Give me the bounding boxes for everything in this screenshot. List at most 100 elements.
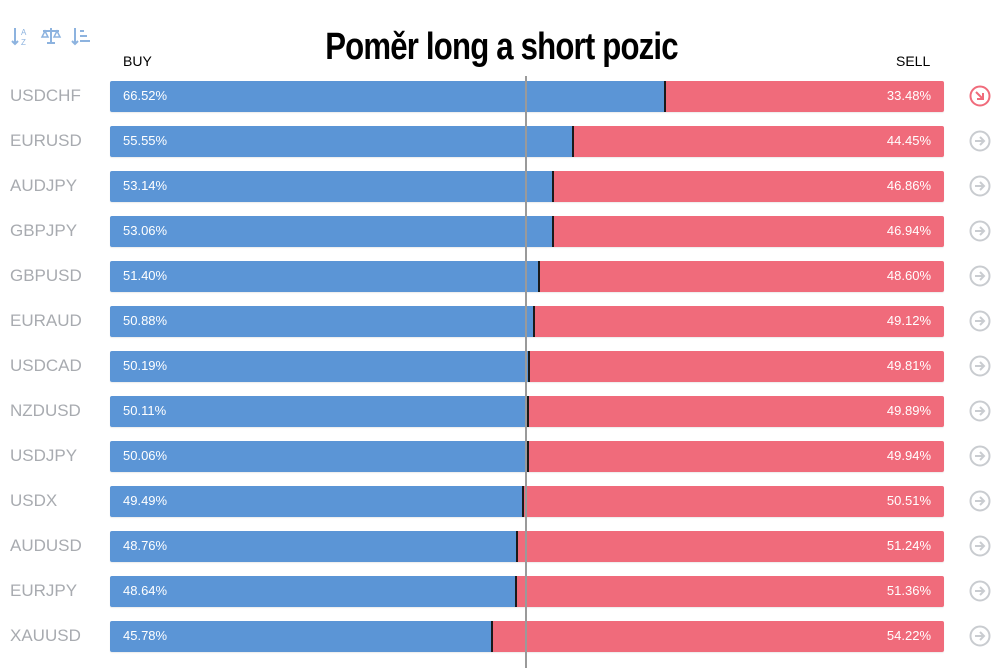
segment-divider	[528, 351, 530, 382]
pair-name: USDJPY	[10, 446, 78, 465]
toolbar: A Z	[10, 24, 92, 48]
segment-divider	[533, 306, 535, 337]
pair-name: NZDUSD	[10, 401, 81, 420]
buy-segment	[110, 351, 528, 382]
arrow-right-icon[interactable]	[969, 580, 991, 602]
arrow-right-icon[interactable]	[969, 355, 991, 377]
buy-percent: 49.49%	[123, 493, 168, 508]
pair-name: XAUUSD	[10, 626, 81, 645]
arrow-right-icon[interactable]	[969, 490, 991, 512]
segment-divider	[527, 441, 529, 472]
segment-divider	[515, 576, 517, 607]
sell-segment	[574, 126, 944, 157]
arrow-down-right-icon[interactable]	[969, 85, 991, 107]
ratio-bar	[110, 126, 944, 157]
table-row[interactable]: GBPUSD 51.40% 48.60%	[0, 257, 1003, 302]
table-row[interactable]: XAUUSD 45.78% 54.22%	[0, 617, 1003, 662]
arrow-right-icon[interactable]	[969, 265, 991, 287]
svg-text:A: A	[21, 28, 27, 37]
pair-name: USDX	[10, 491, 58, 510]
table-row[interactable]: USDJPY 50.06% 49.94%	[0, 437, 1003, 482]
segment-divider	[572, 126, 574, 157]
sell-percent: 46.94%	[886, 223, 931, 238]
buy-percent: 48.64%	[123, 583, 168, 598]
sell-percent: 51.36%	[886, 583, 931, 598]
arrow-right-icon[interactable]	[969, 175, 991, 197]
sell-percent: 50.51%	[886, 493, 931, 508]
table-row[interactable]: GBPJPY 53.06% 46.94%	[0, 212, 1003, 257]
ratio-bar	[110, 81, 944, 112]
sell-segment	[535, 306, 944, 337]
segment-divider	[664, 81, 666, 112]
balance-icon[interactable]	[40, 24, 62, 48]
buy-segment	[110, 441, 527, 472]
arrow-right-icon[interactable]	[969, 220, 991, 242]
ratio-bar	[110, 351, 944, 382]
pair-name: AUDUSD	[10, 536, 82, 555]
table-row[interactable]: AUDJPY 53.14% 46.86%	[0, 167, 1003, 212]
buy-segment	[110, 531, 516, 562]
sell-column-label: SELL	[896, 53, 931, 69]
sell-segment	[517, 576, 944, 607]
pair-name: AUDJPY	[10, 176, 78, 195]
sell-percent: 44.45%	[886, 133, 931, 148]
buy-percent: 45.78%	[123, 628, 168, 643]
segment-divider	[527, 396, 529, 427]
sell-percent: 49.94%	[886, 448, 931, 463]
ratio-bar	[110, 396, 944, 427]
segment-divider	[522, 486, 524, 517]
sell-percent: 46.86%	[886, 178, 931, 193]
buy-segment	[110, 261, 538, 292]
arrow-right-icon[interactable]	[969, 625, 991, 647]
sort-alpha-icon[interactable]: A Z	[10, 24, 32, 48]
sell-percent: 49.12%	[886, 313, 931, 328]
table-row[interactable]: USDX 49.49% 50.51%	[0, 482, 1003, 527]
buy-percent: 50.19%	[123, 358, 168, 373]
buy-percent: 50.88%	[123, 313, 168, 328]
arrow-right-icon[interactable]	[969, 445, 991, 467]
ratio-bar	[110, 441, 944, 472]
page-title: Poměr long a short pozic	[325, 26, 678, 68]
sell-percent: 48.60%	[886, 268, 931, 283]
buy-segment	[110, 396, 527, 427]
table-row[interactable]: NZDUSD 50.11% 49.89%	[0, 392, 1003, 437]
arrow-right-icon[interactable]	[969, 400, 991, 422]
ratio-bar	[110, 306, 944, 337]
arrow-right-icon[interactable]	[969, 130, 991, 152]
table-row[interactable]: EURAUD 50.88% 49.12%	[0, 302, 1003, 347]
svg-text:Z: Z	[21, 38, 26, 47]
sell-segment	[540, 261, 944, 292]
buy-percent: 51.40%	[123, 268, 168, 283]
buy-segment	[110, 576, 515, 607]
table-row[interactable]: AUDUSD 48.76% 51.24%	[0, 527, 1003, 572]
arrow-right-icon[interactable]	[969, 535, 991, 557]
sell-segment	[493, 621, 944, 652]
buy-segment	[110, 126, 572, 157]
sell-percent: 51.24%	[886, 538, 931, 553]
ratio-bar	[110, 621, 944, 652]
buy-segment	[110, 81, 664, 112]
pair-name: GBPJPY	[10, 221, 78, 240]
table-row[interactable]: EURJPY 48.64% 51.36%	[0, 572, 1003, 617]
sell-segment	[524, 486, 944, 517]
pair-name: USDCHF	[10, 86, 81, 105]
ratio-bar	[110, 261, 944, 292]
arrow-right-icon[interactable]	[969, 310, 991, 332]
sell-segment	[554, 216, 944, 247]
sell-segment	[554, 171, 944, 202]
segment-divider	[538, 261, 540, 292]
table-row[interactable]: USDCAD 50.19% 49.81%	[0, 347, 1003, 392]
sell-percent: 49.89%	[886, 403, 931, 418]
table-row[interactable]: EURUSD 55.55% 44.45%	[0, 122, 1003, 167]
buy-segment	[110, 171, 552, 202]
buy-percent: 66.52%	[123, 88, 168, 103]
buy-percent: 48.76%	[123, 538, 168, 553]
buy-segment	[110, 306, 533, 337]
sell-segment	[666, 81, 944, 112]
buy-percent: 50.11%	[123, 403, 167, 418]
pair-name: EURUSD	[10, 131, 82, 150]
pair-name: USDCAD	[10, 356, 82, 375]
sort-amount-icon[interactable]	[70, 24, 92, 48]
segment-divider	[516, 531, 518, 562]
table-row[interactable]: USDCHF 66.52% 33.48%	[0, 77, 1003, 122]
